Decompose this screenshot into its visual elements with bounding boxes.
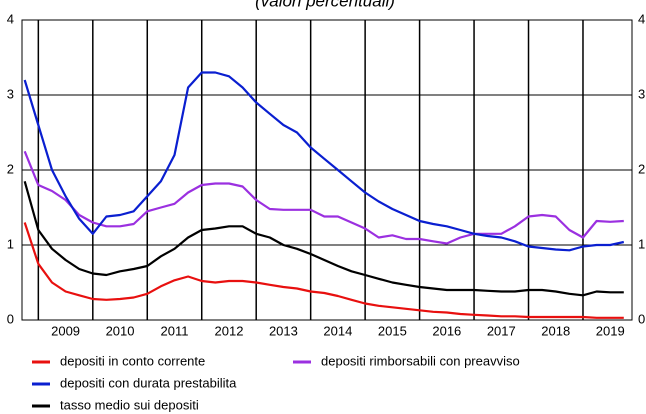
x-tick-label: 2014 bbox=[323, 323, 352, 338]
x-tick-label: 2013 bbox=[269, 323, 298, 338]
plot-frame bbox=[21, 19, 633, 321]
y-tick-label: 3 bbox=[7, 86, 14, 101]
x-tick-label: 2016 bbox=[432, 323, 461, 338]
series-line bbox=[23, 181, 624, 297]
x-tick-label: 2018 bbox=[541, 323, 570, 338]
legend-label: depositi in conto corrente bbox=[60, 353, 205, 368]
x-tick-label: 2019 bbox=[596, 323, 625, 338]
y2-tick-label: 0 bbox=[638, 311, 645, 326]
series-line bbox=[23, 222, 624, 319]
legend-label: tasso medio sui depositi bbox=[60, 397, 199, 412]
y-tick-label: 2 bbox=[7, 161, 14, 176]
x-tick-label: 2011 bbox=[161, 323, 189, 338]
x-tick-label: 2009 bbox=[51, 323, 80, 338]
y2-tick-label: 3 bbox=[638, 86, 645, 101]
series-line bbox=[23, 71, 625, 252]
x-tick-label: 2015 bbox=[378, 323, 407, 338]
legend-label: depositi con durata prestabilita bbox=[60, 375, 237, 390]
legend-label: depositi rimborsabili con preavviso bbox=[321, 353, 520, 368]
y-tick-label: 1 bbox=[7, 236, 14, 251]
series-line bbox=[23, 150, 624, 245]
y-tick-label: 4 bbox=[7, 11, 14, 26]
x-tick-label: 2010 bbox=[106, 323, 135, 338]
y-tick-label: 0 bbox=[7, 311, 14, 326]
chart-title: (valori percentuali) bbox=[255, 0, 395, 10]
y2-tick-label: 1 bbox=[638, 236, 645, 251]
x-tick-label: 2012 bbox=[215, 323, 244, 338]
x-tick-label: 2017 bbox=[487, 323, 516, 338]
y2-tick-label: 4 bbox=[638, 11, 645, 26]
y2-tick-label: 2 bbox=[638, 161, 645, 176]
